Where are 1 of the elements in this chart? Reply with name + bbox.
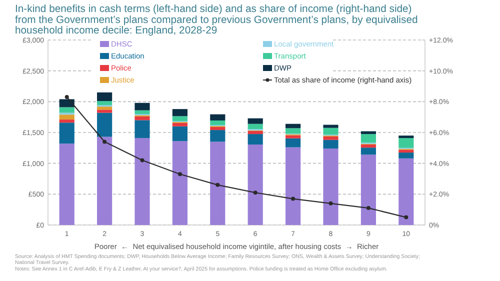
chart-title: In-kind benefits in cash terms (left-hand side) and as share of income (right-hand side) from the Government’s plans compared to previous Government’s plans, by equivalised household income decile: England, 2028-29 [15,4,418,37]
